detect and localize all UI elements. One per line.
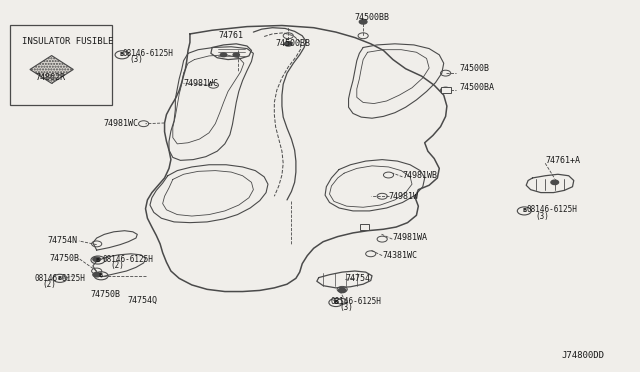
Circle shape bbox=[284, 42, 292, 46]
Text: B: B bbox=[58, 276, 62, 281]
Text: 74500BB: 74500BB bbox=[276, 39, 310, 48]
Text: 08146-6125H: 08146-6125H bbox=[330, 297, 381, 306]
Text: 74981WA: 74981WA bbox=[392, 233, 428, 242]
Text: 74761+A: 74761+A bbox=[545, 156, 580, 165]
Circle shape bbox=[220, 53, 227, 57]
Text: (2): (2) bbox=[42, 280, 56, 289]
Circle shape bbox=[233, 53, 239, 57]
Text: (2): (2) bbox=[111, 261, 125, 270]
Bar bbox=[440, 87, 451, 93]
Text: (3): (3) bbox=[536, 212, 550, 221]
Text: J74800DD: J74800DD bbox=[561, 351, 604, 360]
Text: 74981WB: 74981WB bbox=[403, 170, 438, 180]
Text: 08146-6125H: 08146-6125H bbox=[35, 274, 85, 283]
Circle shape bbox=[551, 180, 559, 185]
Text: 74754N: 74754N bbox=[47, 237, 77, 246]
Circle shape bbox=[359, 20, 367, 24]
Text: B: B bbox=[522, 208, 527, 214]
Text: B: B bbox=[120, 52, 124, 57]
Text: INSULATOR FUSIBLE: INSULATOR FUSIBLE bbox=[22, 37, 113, 46]
Bar bbox=[360, 224, 369, 230]
Text: 74500BB: 74500BB bbox=[355, 13, 390, 22]
Circle shape bbox=[339, 288, 346, 293]
Text: B: B bbox=[99, 273, 103, 278]
Text: 74981W: 74981W bbox=[388, 192, 419, 202]
Text: 74381WC: 74381WC bbox=[382, 251, 417, 260]
Text: 74500B: 74500B bbox=[460, 64, 490, 73]
Text: 08146-6125H: 08146-6125H bbox=[527, 205, 578, 214]
Text: 74750B: 74750B bbox=[49, 254, 79, 263]
Text: 08146-6125H: 08146-6125H bbox=[102, 255, 153, 264]
Text: 74754Q: 74754Q bbox=[127, 296, 157, 305]
Text: 74761: 74761 bbox=[218, 31, 243, 40]
Text: (3): (3) bbox=[130, 55, 143, 64]
Text: 74754: 74754 bbox=[346, 274, 371, 283]
Text: 74862R: 74862R bbox=[35, 73, 65, 83]
Text: 74750B: 74750B bbox=[90, 289, 120, 299]
Text: B: B bbox=[333, 300, 338, 305]
Circle shape bbox=[93, 257, 100, 262]
Polygon shape bbox=[30, 55, 74, 83]
Text: B: B bbox=[96, 257, 100, 263]
Bar bbox=[10, 25, 112, 105]
Circle shape bbox=[93, 272, 100, 277]
Text: 74981WC: 74981WC bbox=[103, 119, 138, 128]
Text: 74500BA: 74500BA bbox=[460, 83, 495, 92]
Text: 08146-6125H: 08146-6125H bbox=[122, 49, 173, 58]
Text: (3): (3) bbox=[339, 303, 353, 312]
Text: 74981WC: 74981WC bbox=[184, 79, 219, 88]
